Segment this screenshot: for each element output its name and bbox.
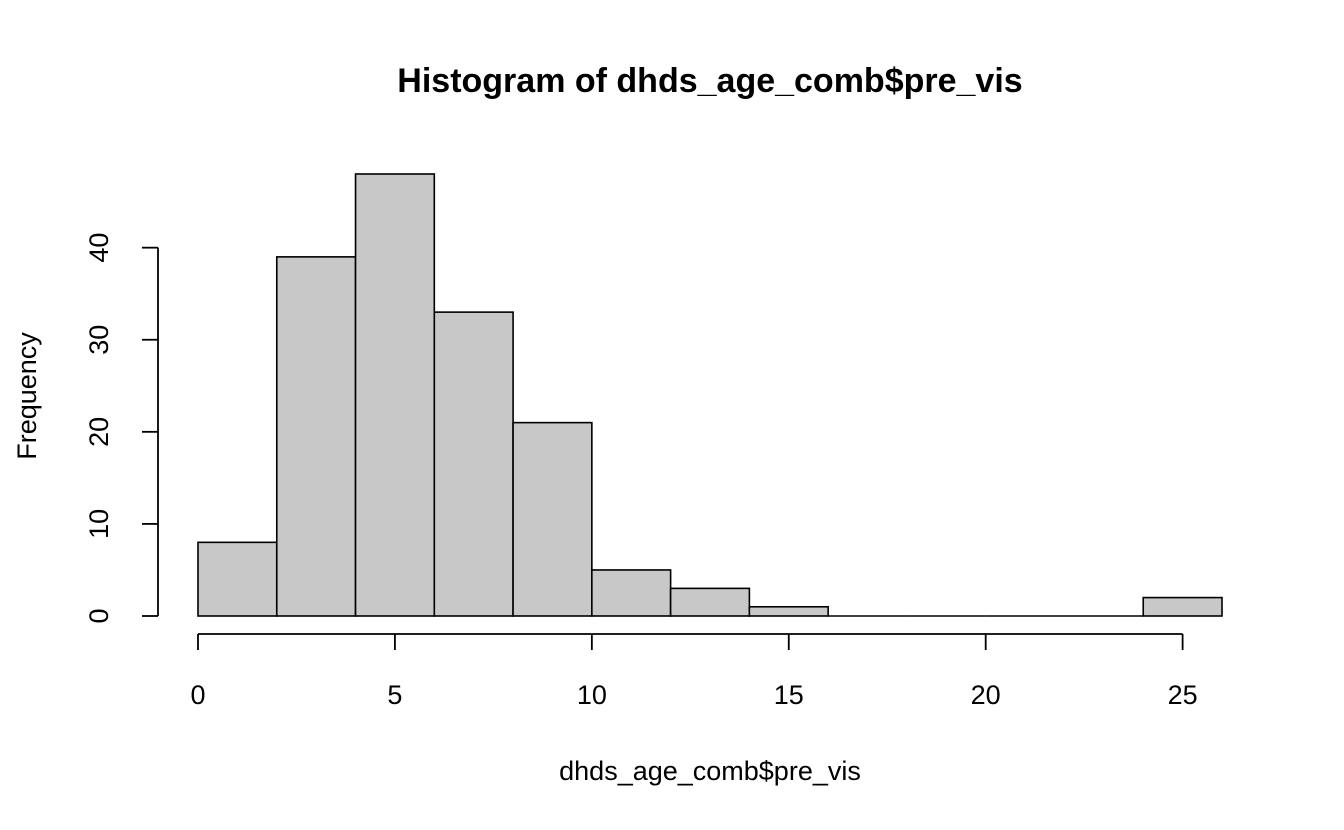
bars-group — [197, 173, 1223, 617]
x-tick-label: 25 — [1168, 680, 1198, 710]
x-axis-label: dhds_age_comb$pre_vis — [559, 756, 861, 786]
y-tick-label: 10 — [84, 509, 114, 539]
x-tick-label: 10 — [577, 680, 607, 710]
y-tick-label: 20 — [84, 417, 114, 447]
y-axis-label: Frequency — [12, 332, 42, 460]
histogram-bar — [354, 173, 436, 617]
histogram-bar — [197, 541, 278, 617]
histogram-bar — [433, 311, 514, 617]
x-tick-label: 5 — [387, 680, 402, 710]
y-tick-label: 0 — [84, 608, 114, 623]
x-tick-label: 15 — [774, 680, 804, 710]
histogram-bar — [1142, 596, 1223, 617]
chart-title: Histogram of dhds_age_comb$pre_vis — [397, 62, 1022, 100]
y-axis: 0 10 20 30 40 — [84, 233, 159, 624]
y-tick-label: 30 — [84, 325, 114, 355]
histogram-bar — [275, 256, 357, 617]
histogram-bar — [591, 569, 672, 617]
x-axis: 0 5 10 15 20 25 — [190, 633, 1198, 710]
histogram-bar — [512, 421, 593, 617]
x-tick-label: 20 — [971, 680, 1001, 710]
histogram-bar — [669, 587, 751, 617]
y-tick-label: 40 — [84, 233, 114, 263]
x-tick-label: 0 — [190, 680, 205, 710]
histogram-bar — [748, 605, 829, 617]
